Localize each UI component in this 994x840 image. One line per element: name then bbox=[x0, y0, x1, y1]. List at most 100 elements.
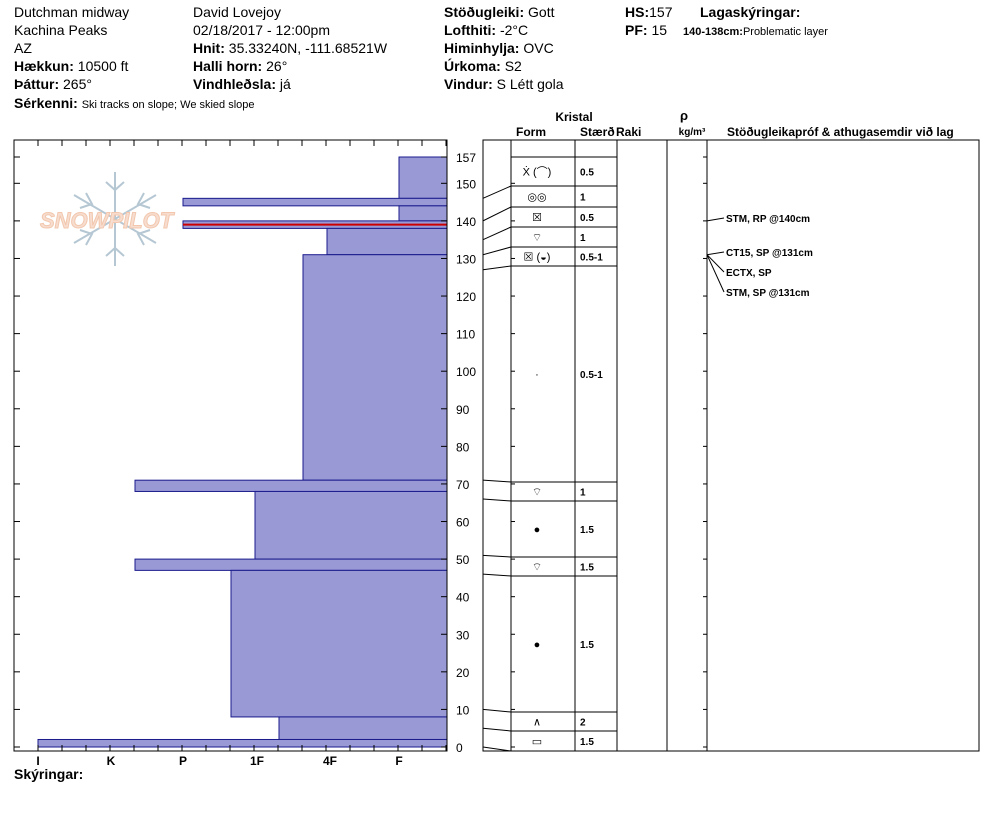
layer-note-range: 140-138cm: bbox=[683, 26, 743, 38]
x-category-label: 1F bbox=[250, 754, 264, 768]
crystal-form: ☒ (◒) bbox=[524, 252, 551, 264]
crystal-form: ∧ bbox=[533, 717, 541, 729]
hardness-bar bbox=[134, 558, 448, 571]
crystal-size: 1.5 bbox=[580, 737, 594, 748]
x-category-label: K bbox=[107, 754, 116, 768]
observer-name: David Lovejoy bbox=[193, 4, 281, 20]
crystal-form: Ẋ (⌒) bbox=[523, 166, 552, 179]
crystal-size: 0.5-1 bbox=[580, 370, 603, 381]
wind: Vindur: S Létt gola bbox=[444, 76, 564, 92]
y-tick-label: 130 bbox=[456, 252, 476, 266]
layer-note-text: Problematic layer bbox=[742, 26, 828, 38]
hardness-bar bbox=[398, 205, 448, 222]
crystal-size: 0.5 bbox=[580, 168, 594, 179]
crystal-table-frame bbox=[482, 139, 980, 752]
y-tick-label: 100 bbox=[456, 365, 476, 379]
y-tick-label: 110 bbox=[456, 328, 475, 342]
layer-connector bbox=[482, 226, 512, 241]
x-category-label: 4F bbox=[323, 754, 337, 768]
crystal-form: ● bbox=[534, 639, 541, 651]
coords-label: Hnit: bbox=[193, 40, 225, 56]
range-name: Kachina Peaks bbox=[14, 22, 108, 38]
hs-value: 157 bbox=[649, 4, 673, 20]
hardness-bar bbox=[182, 197, 448, 207]
air-temp: Lofthiti: -2°C bbox=[444, 22, 528, 38]
crystal-form: ▭ bbox=[532, 736, 542, 748]
crystal-size: 1.5 bbox=[580, 640, 594, 651]
elevation-value: 10500 ft bbox=[77, 58, 129, 74]
y-tick-label: 40 bbox=[456, 591, 470, 605]
crystal-form: ◎◎ bbox=[527, 192, 546, 204]
hardness-bar bbox=[134, 479, 448, 492]
stability-value: Gott bbox=[528, 4, 555, 20]
stability-label: Stöðugleiki: bbox=[444, 4, 525, 20]
crystal-size: 0.5-1 bbox=[580, 253, 603, 264]
form-header: Form bbox=[516, 125, 546, 139]
coords-value: 35.33240N, -111.68521W bbox=[228, 40, 388, 56]
layer-connector bbox=[482, 206, 512, 222]
wind-label: Vindur: bbox=[444, 76, 493, 92]
crystal-table: Kristal Form Stærð Raki ρ kg/m³ Stöðugleikapró… bbox=[482, 108, 980, 752]
hardness-bar bbox=[37, 738, 448, 748]
pf-label: PF: bbox=[625, 22, 648, 38]
crystal-form: ⌔ bbox=[532, 487, 542, 499]
y-tick-label: 20 bbox=[456, 666, 470, 680]
crystal-size: 1.5 bbox=[580, 525, 594, 536]
wind-loading: Vindhleðsla: já bbox=[193, 76, 291, 92]
air-temp-label: Lofthiti: bbox=[444, 22, 497, 38]
chart-axes: 0 10 20 30 40 50 60 70 80 90 100 110 120 130 140 150 157… bbox=[13, 139, 476, 768]
layer-note: 140-138cm:Problematic layer bbox=[683, 24, 828, 40]
crystal-size: 0.5 bbox=[580, 213, 594, 224]
hardness-bar bbox=[302, 254, 448, 481]
features-value: Ski tracks on slope; We skied slope bbox=[81, 99, 255, 111]
hardness-bar bbox=[254, 490, 448, 560]
hs-label: HS: bbox=[625, 4, 650, 20]
aspect-label: Þáttur: bbox=[14, 76, 60, 92]
wind-value: S Létt gola bbox=[496, 76, 564, 92]
sky-value: OVC bbox=[523, 40, 554, 56]
hardness-bars bbox=[37, 156, 448, 748]
size-header: Stærð bbox=[580, 125, 615, 139]
layer-connector bbox=[482, 246, 512, 256]
air-temp-value: -2°C bbox=[499, 22, 529, 38]
coordinates: Hnit: 35.33240N, -111.68521W bbox=[193, 40, 387, 56]
snowpilot-logo-text: SNOWPILOT bbox=[40, 208, 175, 233]
y-tick-label: 150 bbox=[456, 177, 476, 191]
density-unit-header: kg/m³ bbox=[679, 127, 706, 138]
test-label: STM, RP @140cm bbox=[726, 214, 810, 225]
y-tick-label: 157 bbox=[456, 151, 476, 165]
slope-label: Halli horn: bbox=[193, 58, 263, 74]
crystal-form: ⌔ bbox=[532, 232, 542, 244]
layer-connector bbox=[482, 708, 512, 713]
x-category-label: F bbox=[395, 754, 402, 768]
y-tick-label: 120 bbox=[456, 290, 476, 304]
pf-value: 15 bbox=[651, 22, 668, 38]
hardness-bar bbox=[230, 569, 448, 718]
hardness-bar bbox=[278, 716, 448, 740]
layer-connector bbox=[482, 746, 512, 752]
test-pointer bbox=[706, 254, 725, 293]
layer-connector bbox=[482, 727, 512, 732]
crystal-header: Kristal bbox=[555, 110, 592, 124]
test-pointer bbox=[706, 251, 725, 256]
crystal-form: ⌔ bbox=[532, 562, 542, 574]
crystal-size: 1 bbox=[580, 488, 586, 499]
sky-label: Himinhylja: bbox=[444, 40, 520, 56]
hs: HS:157 bbox=[625, 4, 672, 20]
test-label: STM, SP @131cm bbox=[726, 288, 810, 299]
y-tick-label: 70 bbox=[456, 478, 470, 492]
observation-datetime: 02/18/2017 - 12:00pm bbox=[193, 22, 330, 38]
wind-loading-value: já bbox=[279, 76, 291, 92]
layer-notes-label: Lagaskýringar: bbox=[700, 4, 801, 20]
y-tick-label: 50 bbox=[456, 553, 470, 567]
location-name: Dutchman midway bbox=[14, 4, 130, 20]
precip-label: Úrkoma: bbox=[444, 58, 501, 74]
x-category-label: I bbox=[36, 754, 39, 768]
moisture-header: Raki bbox=[616, 125, 641, 139]
layer-connector bbox=[482, 265, 512, 271]
test-label: CT15, SP @131cm bbox=[726, 248, 813, 259]
test-pointer bbox=[706, 217, 725, 222]
layer-connector bbox=[482, 554, 512, 558]
y-tick-label: 0 bbox=[456, 741, 463, 755]
